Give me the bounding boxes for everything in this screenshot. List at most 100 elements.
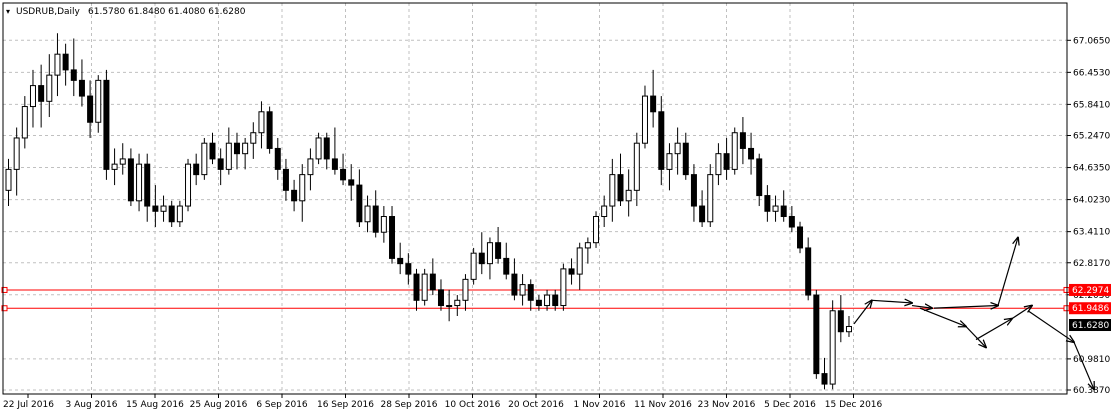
candle — [348, 164, 355, 201]
candle-body-bull — [576, 247, 583, 275]
candle — [756, 153, 763, 207]
candle-body-bull — [707, 174, 714, 223]
candle — [739, 117, 746, 165]
forecast-arrow — [933, 306, 998, 309]
candle-body-bear — [152, 205, 159, 212]
time-axis-label: 5 Dec 2016 — [764, 400, 816, 410]
candle — [535, 295, 542, 311]
forecast-arrow — [1073, 341, 1094, 389]
candle — [168, 200, 175, 227]
candle — [813, 289, 820, 379]
level-handle — [1, 286, 8, 293]
candle — [797, 221, 804, 254]
candle-body-bear — [397, 257, 404, 265]
candle-body-bear — [193, 163, 200, 176]
candle — [560, 263, 567, 311]
candle-body-bull — [250, 132, 257, 144]
level-price-tag-label: 62.2974 — [1072, 286, 1109, 296]
candle — [356, 169, 363, 227]
candle — [446, 289, 453, 322]
candle-body-bull — [462, 278, 469, 301]
candle — [291, 179, 298, 212]
candle — [266, 106, 273, 154]
candle — [13, 127, 20, 196]
candle-body-bear — [78, 79, 85, 97]
candle — [103, 69, 110, 180]
candle-body-bear — [372, 205, 379, 233]
candle-body-bull — [201, 142, 208, 176]
time-axis-label: 20 Oct 2016 — [508, 400, 564, 410]
forecast-arrows[interactable] — [853, 237, 1094, 389]
candle — [201, 137, 208, 180]
candle-body-bull — [21, 106, 28, 139]
candle — [176, 200, 183, 227]
candle — [193, 153, 200, 186]
time-axis[interactable]: 22 Jul 2016 3 Aug 2016 15 Aug 2016 25 Aug 2… — [3, 394, 883, 410]
forecast-arrow — [919, 307, 966, 326]
level-price-tag-box — [1069, 302, 1111, 315]
candle — [699, 190, 706, 227]
candle — [380, 206, 387, 243]
candle-body-bull — [176, 205, 183, 223]
candle — [821, 357, 828, 390]
candle-body-bear — [690, 174, 697, 207]
candle — [576, 242, 583, 290]
candle — [772, 195, 779, 222]
candle — [78, 59, 85, 107]
candle-body-bear — [413, 273, 420, 301]
candle-body-bull — [601, 205, 608, 218]
candle — [111, 148, 118, 186]
candle-body-bull — [160, 205, 167, 212]
level-price-tag-label: 61.9486 — [1072, 304, 1109, 314]
candle-body-bear — [617, 174, 624, 202]
time-axis-label: 15 Dec 2016 — [825, 400, 883, 410]
candle — [462, 274, 469, 311]
candle-body-bear — [62, 53, 69, 71]
candle — [805, 237, 812, 301]
candle — [87, 80, 94, 138]
candle-body-bull — [519, 284, 526, 296]
candle-body-bull — [5, 168, 12, 191]
candle-body-bear — [405, 263, 412, 275]
candle-body-bull — [454, 299, 461, 307]
symbol-icon: ▾ — [6, 7, 10, 16]
candle — [250, 122, 257, 159]
symbol-title: USDRUB,Daily — [16, 7, 81, 17]
candle-body-bull — [95, 79, 102, 123]
candle-body-bull — [111, 163, 118, 170]
candle — [584, 237, 591, 264]
price-tags: 62.2974 61.9486 61.6280 — [1069, 283, 1111, 332]
candle-body-bull — [13, 137, 20, 170]
level-price-tag-box — [1069, 283, 1111, 296]
candle-body-bear — [764, 195, 771, 212]
candle-body-bull — [119, 158, 126, 165]
candle-body-bear — [821, 373, 828, 385]
candle-body-bull — [225, 142, 232, 170]
candle — [242, 137, 249, 170]
candle-body-bear — [233, 142, 240, 155]
candle — [495, 226, 502, 264]
candle — [119, 143, 126, 175]
price-axis-label: 64.6350 — [1073, 164, 1110, 174]
candle — [658, 96, 665, 186]
candle — [478, 232, 485, 275]
candle-body-bull — [446, 305, 453, 308]
price-axis-label: 60.9810 — [1073, 355, 1110, 365]
candle — [282, 158, 289, 201]
candle-body-bull — [593, 216, 600, 244]
candle-body-bear — [788, 216, 795, 228]
candle — [405, 253, 412, 285]
price-axis-label: 67.0650 — [1073, 36, 1110, 46]
current-price-tag-label: 61.6280 — [1072, 321, 1109, 331]
candle-body-bear — [805, 247, 812, 296]
candle — [185, 158, 192, 212]
candle — [217, 148, 224, 186]
candle — [421, 268, 428, 306]
candle — [5, 158, 12, 207]
candle — [568, 258, 575, 285]
candle — [429, 258, 436, 296]
candle-body-bull — [674, 142, 681, 155]
candle-body-bull — [315, 137, 322, 160]
